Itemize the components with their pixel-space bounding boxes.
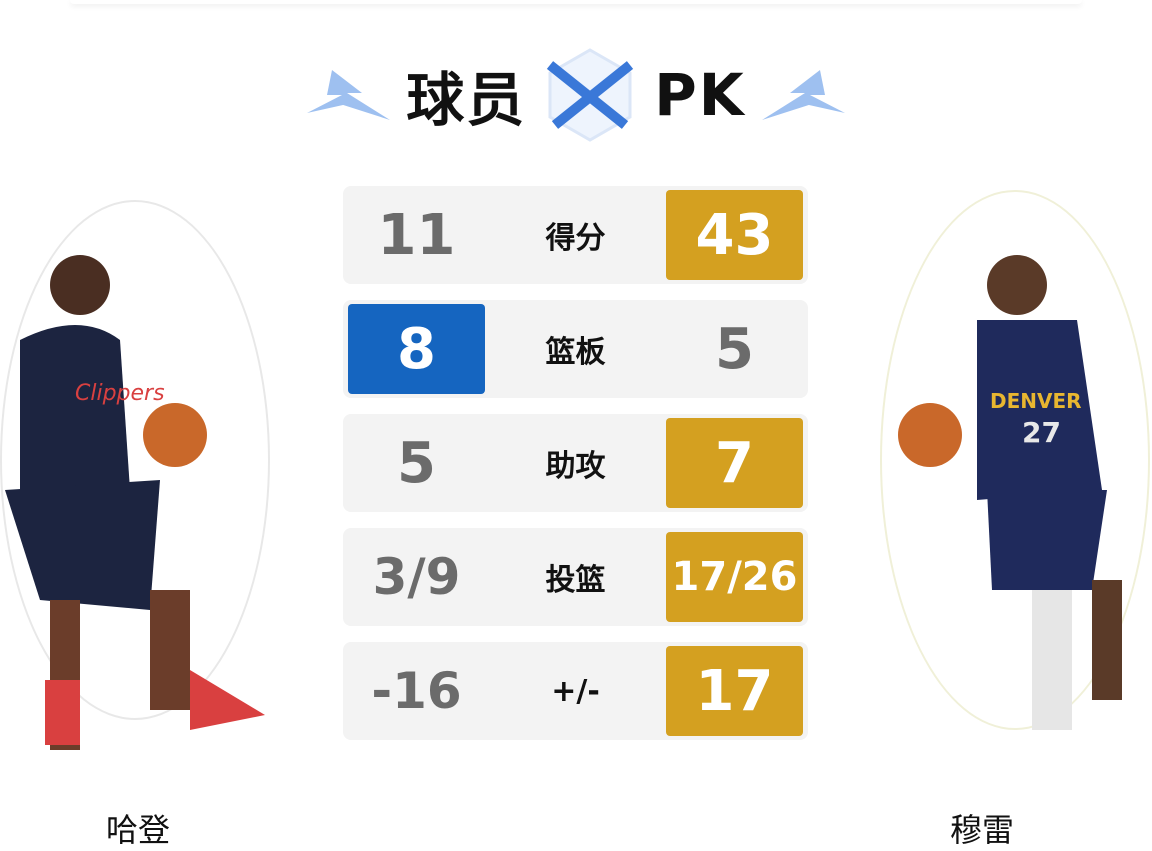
player-image-right: DENVER 27 [898, 255, 1122, 730]
stat-value-right: 7 [666, 418, 803, 508]
player-name-left: 哈登 [106, 811, 171, 849]
stat-row: 8 篮板 5 [343, 300, 808, 398]
title-left: 球员 [406, 66, 527, 134]
jersey-number-right: 27 [1022, 416, 1061, 449]
team-logo-bg-left [0, 200, 270, 720]
stat-value-left: 11 [377, 202, 456, 268]
lightning-icon [761, 70, 845, 120]
jersey-text-right: DENVER [990, 389, 1082, 413]
page-title: 球员 PK [0, 40, 1152, 150]
stat-value-left: 5 [397, 430, 436, 496]
stat-label: 得分 [545, 221, 606, 256]
stat-label: 助攻 [545, 449, 606, 484]
stat-row: 11 得分 43 [343, 186, 808, 284]
stat-row: -16 +/- 17 [343, 642, 808, 740]
stat-value-left: -16 [371, 662, 462, 720]
stat-value-left: 8 [348, 304, 485, 394]
stat-label: +/- [551, 673, 600, 709]
title-right: PK [654, 61, 746, 129]
jersey-text-left: Clippers [75, 381, 165, 406]
top-card-edge [70, 0, 1082, 4]
team-logo-bg-right [880, 190, 1150, 730]
player-name-right: 穆雷 [950, 811, 1015, 849]
stat-value-left: 3/9 [372, 548, 461, 606]
stat-row: 5 助攻 7 [343, 414, 808, 512]
stat-value-right: 17/26 [666, 532, 803, 622]
player-image-left: Clippers [5, 255, 265, 750]
stat-label: 篮板 [545, 335, 606, 370]
stat-label: 投篮 [545, 563, 606, 598]
lightning-icon [307, 70, 391, 120]
crossed-swords-icon [547, 48, 634, 142]
stat-value-right: 5 [715, 316, 754, 382]
stat-value-right: 17 [666, 646, 803, 736]
stat-row: 3/9 投篮 17/26 [343, 528, 808, 626]
stat-value-right: 43 [666, 190, 803, 280]
